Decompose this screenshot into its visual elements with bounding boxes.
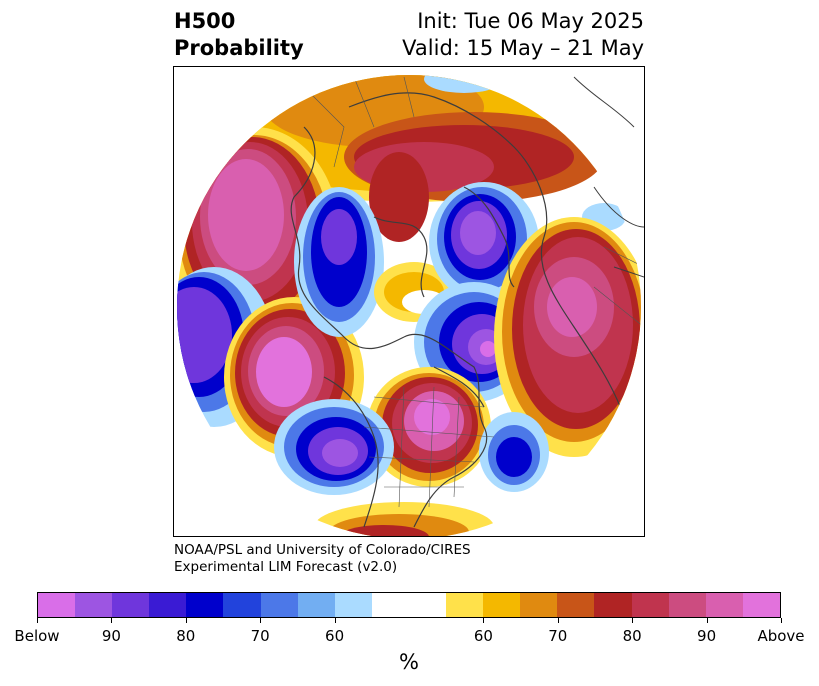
colorbar-tickmark	[483, 618, 485, 623]
colorbar-segment	[112, 593, 150, 617]
colorbar-tick-label: 80	[622, 627, 642, 645]
colorbar-segment	[260, 593, 298, 617]
colorbar-tickmark	[781, 618, 782, 623]
colorbar-segment	[446, 593, 484, 617]
colorbar-unit: %	[399, 650, 419, 674]
colorbar-tick-label: 80	[176, 627, 196, 645]
colorbar-tick-label: 90	[697, 627, 717, 645]
title-variable: H500 Probability	[174, 8, 304, 62]
colorbar-segment	[75, 593, 113, 617]
colorbar-segment	[483, 593, 521, 617]
colorbar-segment	[520, 593, 558, 617]
credit-line1: NOAA/PSL and University of Colorado/CIRE…	[174, 542, 471, 558]
colorbar-tickmark	[557, 618, 559, 623]
colorbar-segment	[38, 593, 76, 617]
colorbar-tick-label: Above	[757, 627, 805, 645]
colorbar-segment	[705, 593, 743, 617]
colorbar-tickmark	[632, 618, 634, 623]
title-variable-name: H500	[174, 9, 236, 33]
colorbar-tickmark	[37, 618, 38, 623]
probability-map	[177, 75, 644, 536]
map-panel	[173, 66, 645, 537]
colorbar-segment	[297, 593, 335, 617]
colorbar-segment	[149, 593, 187, 617]
colorbar-tickmark	[260, 618, 262, 623]
colorbar-tick-label: Below	[14, 627, 60, 645]
colorbar-segment	[334, 593, 372, 617]
title-dates: Init: Tue 06 May 2025 Valid: 15 May – 21…	[402, 8, 644, 62]
colorbar-segment	[668, 593, 706, 617]
colorbar-segment	[408, 593, 447, 617]
colorbar-tick-label: 60	[325, 627, 345, 645]
valid-range: Valid: 15 May – 21 May	[402, 36, 644, 60]
credit-line2: Experimental LIM Forecast (v2.0)	[174, 559, 398, 575]
colorbar-tickmark	[111, 618, 113, 623]
colorbar-segment	[186, 593, 224, 617]
probability-fields	[177, 75, 641, 536]
colorbar	[37, 592, 781, 618]
colorbar-tickmark	[185, 618, 187, 623]
colorbar-tickmark	[334, 618, 336, 623]
colorbar-segment	[557, 593, 595, 617]
colorbar-tick-label: 90	[101, 627, 121, 645]
credit-text: NOAA/PSL and University of Colorado/CIRE…	[174, 542, 471, 576]
colorbar-tick-label: 70	[250, 627, 270, 645]
init-date: Init: Tue 06 May 2025	[417, 9, 644, 33]
outer-land	[573, 76, 644, 278]
title-variable-type: Probability	[174, 36, 304, 60]
colorbar-tickmark	[706, 618, 708, 623]
colorbar-segment	[631, 593, 669, 617]
colorbar-tick-label: 70	[548, 627, 568, 645]
coastlines	[290, 92, 625, 528]
colorbar-segment	[371, 593, 409, 617]
colorbar-tick-label: 60	[473, 627, 493, 645]
colorbar-segment	[742, 593, 780, 617]
colorbar-segment	[594, 593, 632, 617]
colorbar-segment	[223, 593, 261, 617]
